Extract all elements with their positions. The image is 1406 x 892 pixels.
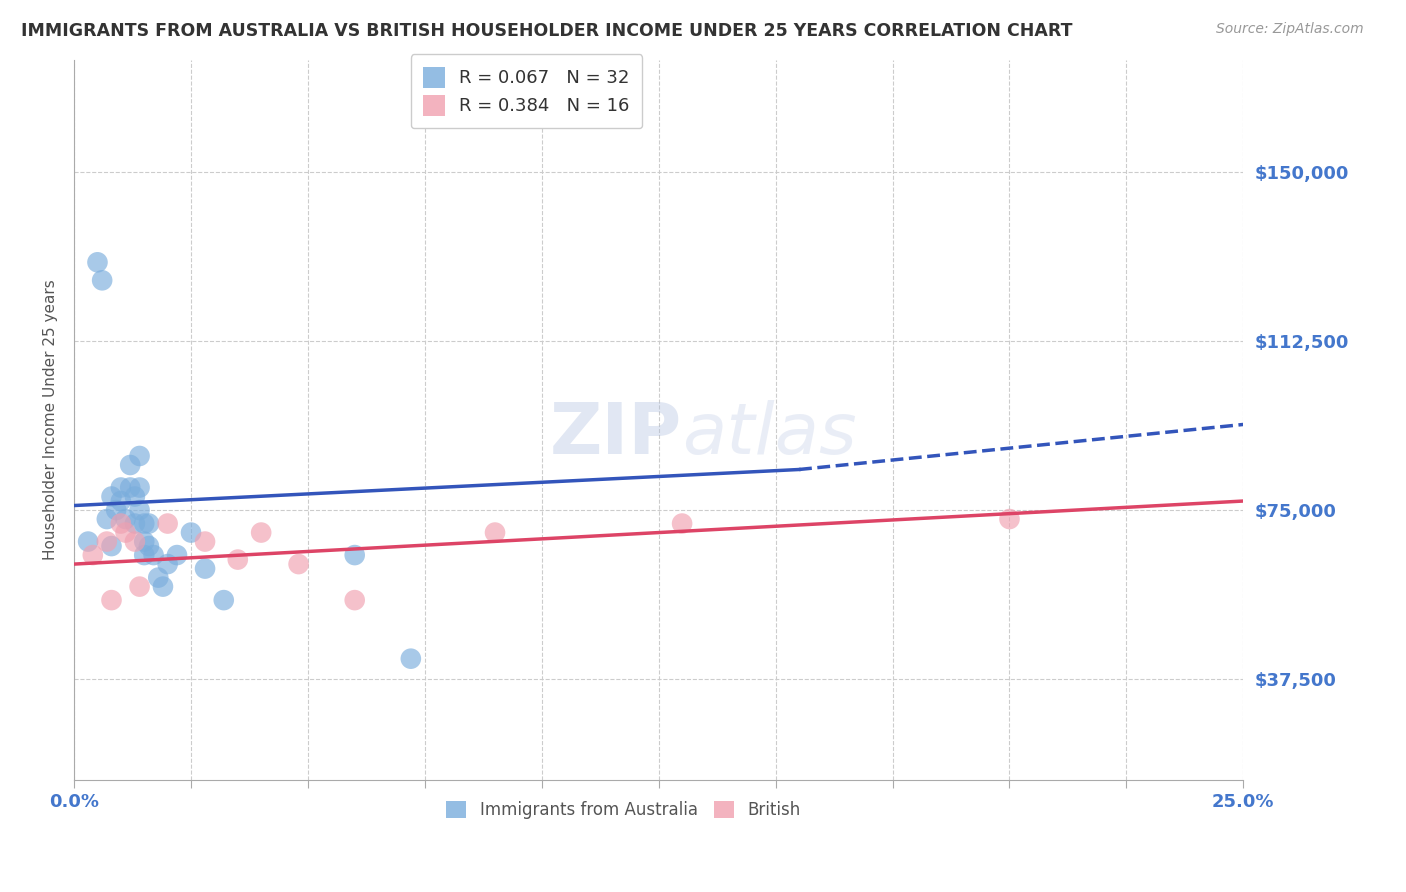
- Point: [250, 525, 273, 540]
- Point: [77, 534, 100, 549]
- Point: [114, 512, 136, 526]
- Point: [226, 552, 249, 566]
- Text: IMMIGRANTS FROM AUSTRALIA VS BRITISH HOUSEHOLDER INCOME UNDER 25 YEARS CORRELATI: IMMIGRANTS FROM AUSTRALIA VS BRITISH HOU…: [21, 22, 1073, 40]
- Point: [120, 458, 142, 472]
- Point: [343, 593, 366, 607]
- Point: [156, 516, 179, 531]
- Point: [91, 273, 114, 287]
- Point: [156, 557, 179, 571]
- Point: [138, 539, 160, 553]
- Y-axis label: Householder Income Under 25 years: Householder Income Under 25 years: [44, 279, 58, 560]
- Point: [484, 525, 506, 540]
- Point: [142, 548, 165, 562]
- Point: [100, 490, 122, 504]
- Point: [120, 481, 142, 495]
- Legend: Immigrants from Australia, British: Immigrants from Australia, British: [440, 795, 807, 826]
- Point: [124, 534, 146, 549]
- Point: [86, 255, 108, 269]
- Point: [128, 503, 150, 517]
- Point: [148, 571, 170, 585]
- Point: [134, 516, 156, 531]
- Point: [128, 449, 150, 463]
- Point: [110, 481, 132, 495]
- Point: [82, 548, 104, 562]
- Point: [194, 561, 217, 575]
- Point: [105, 503, 128, 517]
- Point: [128, 481, 150, 495]
- Point: [152, 580, 174, 594]
- Point: [96, 534, 118, 549]
- Point: [180, 525, 202, 540]
- Point: [343, 548, 366, 562]
- Point: [124, 490, 146, 504]
- Point: [128, 580, 150, 594]
- Point: [100, 593, 122, 607]
- Point: [194, 534, 217, 549]
- Point: [399, 651, 422, 665]
- Point: [166, 548, 188, 562]
- Point: [134, 548, 156, 562]
- Point: [212, 593, 235, 607]
- Point: [998, 512, 1021, 526]
- Text: atlas: atlas: [682, 400, 856, 469]
- Point: [110, 494, 132, 508]
- Point: [96, 512, 118, 526]
- Point: [138, 516, 160, 531]
- Point: [134, 534, 156, 549]
- Point: [100, 539, 122, 553]
- Point: [671, 516, 693, 531]
- Text: ZIP: ZIP: [550, 400, 682, 469]
- Text: Source: ZipAtlas.com: Source: ZipAtlas.com: [1216, 22, 1364, 37]
- Point: [110, 516, 132, 531]
- Point: [124, 516, 146, 531]
- Point: [114, 525, 136, 540]
- Point: [287, 557, 309, 571]
